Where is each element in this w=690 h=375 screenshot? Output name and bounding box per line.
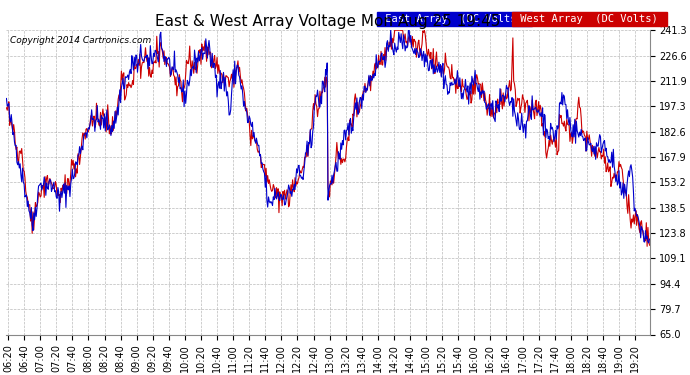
Text: East Array  (DC Volts): East Array (DC Volts) bbox=[380, 14, 529, 24]
Text: West Array  (DC Volts): West Array (DC Volts) bbox=[515, 14, 664, 24]
Text: Copyright 2014 Cartronics.com: Copyright 2014 Cartronics.com bbox=[10, 36, 151, 45]
Title: East & West Array Voltage Mon Aug 25 19:45: East & West Array Voltage Mon Aug 25 19:… bbox=[155, 14, 501, 29]
